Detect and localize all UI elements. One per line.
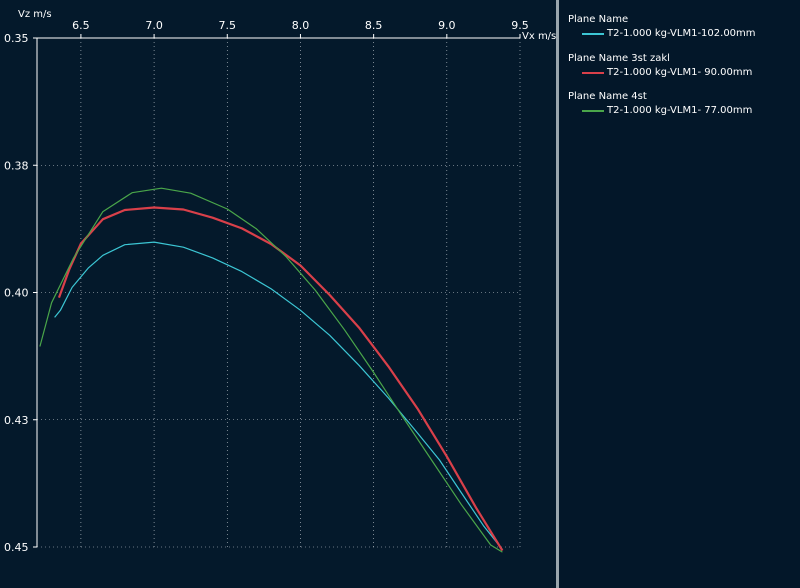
tick-layer: 6.5 7.0 7.5 8.0 8.5 9.0 9.5 0.35 0.38 0.40 0.43 0.4… (4, 19, 529, 554)
y-axis-title: Vz m/s (18, 9, 52, 20)
x-tick-label: 9.5 (511, 19, 529, 32)
x-tick-label: 7.0 (145, 19, 163, 32)
legend-entry-label: T2-1.000 kg-VLM1- 90.00mm (607, 67, 753, 78)
series-line-2 (57, 206, 504, 552)
legend-entry[interactable]: T2-1.000 kg-VLM1- 90.00mm (568, 66, 752, 80)
legend-group-1: Plane Name T2-1.000 kg-VLM1-102.00mm (568, 13, 756, 41)
y-tick-label: 0.43 (4, 414, 29, 427)
x-axis-title: Vx m/s (522, 31, 556, 42)
x-tick-label: 7.5 (219, 19, 237, 32)
series-layer (39, 187, 504, 553)
y-tick-label: 0.38 (4, 159, 29, 172)
axis-layer: Vz m/s Vx m/s (18, 9, 556, 547)
legend-swatch (582, 110, 604, 112)
legend-group-name: Plane Name (568, 14, 629, 25)
chart-svg: Vz m/s Vx m/s 6.5 7.0 7.5 8.0 8.5 9.0 9.5 0.35 0… (4, 9, 556, 554)
legend-swatch (582, 72, 604, 74)
x-tick-label: 9.0 (438, 19, 456, 32)
legend-entry[interactable]: T2-1.000 kg-VLM1- 77.00mm (568, 104, 752, 118)
legend-group-2: Plane Name 3st zakl T2-1.000 kg-VLM1- 90… (568, 52, 752, 80)
legend-entry[interactable]: T2-1.000 kg-VLM1-102.00mm (568, 27, 756, 41)
panel-divider[interactable] (556, 0, 559, 588)
legend-group-name: Plane Name 4st (568, 91, 647, 102)
series-line-3 (39, 187, 503, 553)
legend-entry-label: T2-1.000 kg-VLM1-102.00mm (607, 28, 756, 39)
legend-group-name: Plane Name 3st zakl (568, 53, 670, 64)
legend-group-3: Plane Name 4st T2-1.000 kg-VLM1- 77.00mm (568, 90, 752, 118)
x-tick-label: 8.5 (365, 19, 383, 32)
legend-panel: Plane Name T2-1.000 kg-VLM1-102.00mm Pla… (559, 0, 800, 588)
legend-swatch (582, 33, 604, 35)
x-tick-label: 6.5 (72, 19, 90, 32)
y-tick-label: 0.40 (4, 287, 29, 300)
series-line-1 (54, 241, 503, 550)
plot-panel: Vz m/s Vx m/s 6.5 7.0 7.5 8.0 8.5 9.0 9.5 0.35 0… (4, 9, 556, 554)
x-tick-label: 8.0 (292, 19, 310, 32)
legend-entry-label: T2-1.000 kg-VLM1- 77.00mm (607, 105, 753, 116)
y-tick-label: 0.35 (4, 32, 29, 45)
grid-layer (37, 38, 521, 548)
y-tick-label: 0.45 (4, 541, 29, 554)
